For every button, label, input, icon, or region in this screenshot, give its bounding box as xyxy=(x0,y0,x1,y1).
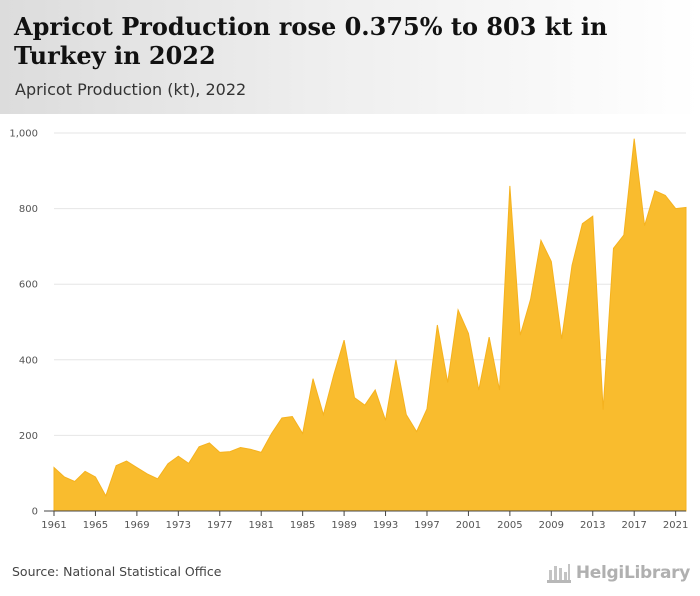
x-tick-label: 1985 xyxy=(290,520,315,531)
chart-title: Apricot Production rose 0.375% to 803 kt… xyxy=(14,12,608,70)
y-tick-label: 1,000 xyxy=(9,129,38,140)
x-tick-label: 1993 xyxy=(373,520,398,531)
y-tick-label: 0 xyxy=(32,507,38,518)
y-tick-label: 200 xyxy=(19,431,38,442)
library-building-icon xyxy=(546,564,571,583)
source-note: Source: National Statistical Office xyxy=(12,564,222,579)
x-axis-labels: 1961 1965 1969 1973 1977 1981 1985 1989 1993 1997… xyxy=(41,520,688,531)
x-tick-label: 2001 xyxy=(456,520,481,531)
data-area xyxy=(53,138,687,512)
x-tick-label: 2021 xyxy=(663,520,688,531)
x-tick-label: 1965 xyxy=(83,520,108,531)
x-tick-label: 1977 xyxy=(207,520,232,531)
logo-text: HelgiLibrary xyxy=(575,563,690,583)
series-area xyxy=(53,138,687,512)
x-tick-label: 2013 xyxy=(580,520,605,531)
x-tick-label: 1973 xyxy=(166,520,191,531)
y-tick-label: 600 xyxy=(19,280,38,291)
y-axis-labels: 0 200 400 600 800 1,000 xyxy=(9,129,38,518)
x-tick-label: 1969 xyxy=(124,520,149,531)
helgilibrary-logo[interactable]: HelgiLibrary xyxy=(546,560,690,586)
header-banner: Apricot Production rose 0.375% to 803 kt… xyxy=(0,0,700,114)
y-tick-label: 400 xyxy=(19,355,38,366)
x-tick-label: 1961 xyxy=(41,520,66,531)
x-tick-label: 1981 xyxy=(248,520,273,531)
x-tick-label: 2017 xyxy=(621,520,646,531)
x-tick-label: 2009 xyxy=(539,520,564,531)
x-axis xyxy=(44,510,686,516)
x-tick-label: 2005 xyxy=(497,520,522,531)
x-tick-label: 1997 xyxy=(414,520,439,531)
y-tick-label: 800 xyxy=(19,204,38,215)
x-tick-label: 1989 xyxy=(331,520,356,531)
chart-subtitle: Apricot Production (kt), 2022 xyxy=(15,80,247,99)
